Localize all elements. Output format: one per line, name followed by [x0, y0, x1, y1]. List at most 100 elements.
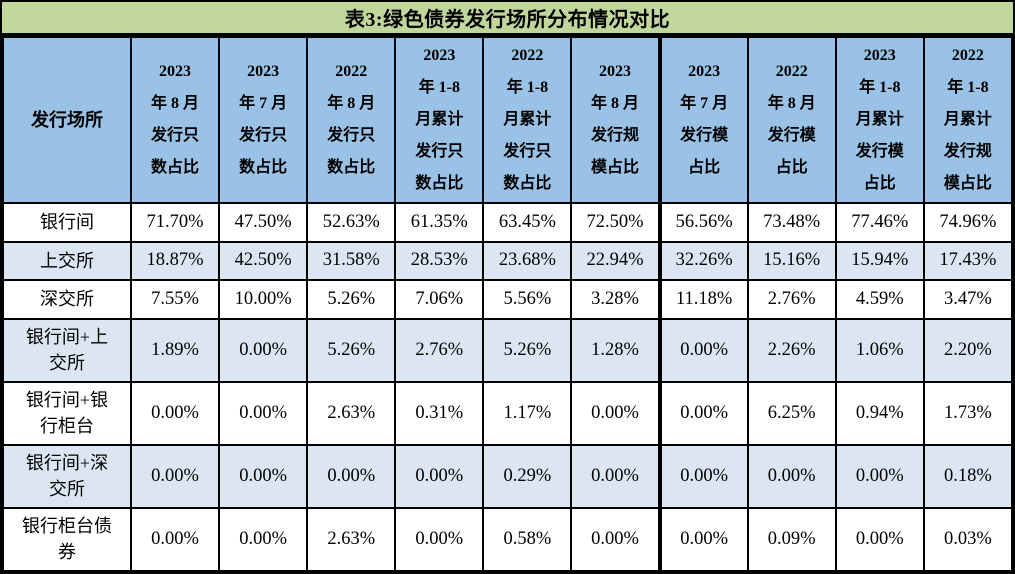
value-cell: 0.00% — [218, 443, 309, 509]
table-row: 上交所 18.87% 42.50% 31.58% 28.53% 23.68% 22.94% 3… — [2, 240, 1014, 282]
value-cell: 0.00% — [306, 443, 397, 509]
value-cell: 3.47% — [922, 279, 1014, 320]
value-cell: 63.45% — [482, 202, 573, 243]
value-cell: 52.63% — [306, 202, 397, 243]
value-cell: 0.29% — [482, 443, 573, 509]
header-row: 发行场所 2023 年 8 月 发行只 数占比 2023 年 7 月 发行只 数占比… — [2, 36, 1014, 204]
value-cell: 0.00% — [218, 317, 309, 383]
value-cell: 47.50% — [218, 202, 309, 243]
bond-venue-comparison-table: 发行场所 2023 年 8 月 发行只 数占比 2023 年 7 月 发行只 数占比… — [2, 36, 1014, 573]
column-header: 2022 年 8 月 发行模 占比 — [746, 36, 837, 204]
column-header: 2023 年 7 月 发行只 数占比 — [218, 36, 309, 204]
value-cell: 56.56% — [658, 202, 749, 243]
column-header: 2023 年 8 月 发行规 模占比 — [570, 36, 662, 204]
value-cell: 0.00% — [394, 506, 485, 573]
value-cell: 0.31% — [394, 380, 485, 446]
column-header-venue: 发行场所 — [2, 36, 132, 204]
value-cell: 0.09% — [746, 506, 837, 573]
value-cell: 1.17% — [482, 380, 573, 446]
table-row: 深交所 7.55% 10.00% 5.26% 7.06% 5.56% 3.28% 11.18%… — [2, 279, 1014, 320]
value-cell: 0.00% — [218, 506, 309, 573]
column-header: 2022 年 8 月 发行只 数占比 — [306, 36, 397, 204]
table-header: 发行场所 2023 年 8 月 发行只 数占比 2023 年 7 月 发行只 数占比… — [2, 36, 1014, 204]
value-cell: 0.00% — [658, 317, 749, 383]
value-cell: 2.63% — [306, 506, 397, 573]
column-header: 2023 年 8 月 发行只 数占比 — [129, 36, 221, 204]
value-cell: 15.16% — [746, 240, 837, 282]
column-header: 2022 年 1-8 月累计 发行只 数占比 — [482, 36, 573, 204]
value-cell: 32.26% — [658, 240, 749, 282]
value-cell: 0.58% — [482, 506, 573, 573]
value-cell: 31.58% — [306, 240, 397, 282]
value-cell: 1.73% — [922, 380, 1014, 446]
value-cell: 7.06% — [394, 279, 485, 320]
value-cell: 2.20% — [922, 317, 1014, 383]
row-label: 银行间+银 行柜台 — [2, 380, 132, 446]
value-cell: 2.76% — [394, 317, 485, 383]
value-cell: 0.94% — [834, 380, 925, 446]
value-cell: 5.26% — [306, 317, 397, 383]
value-cell: 4.59% — [834, 279, 925, 320]
value-cell: 77.46% — [834, 202, 925, 243]
column-header: 2023 年 1-8 月累计 发行只 数占比 — [394, 36, 485, 204]
value-cell: 61.35% — [394, 202, 485, 243]
value-cell: 1.28% — [570, 317, 662, 383]
value-cell: 0.00% — [658, 506, 749, 573]
value-cell: 0.03% — [922, 506, 1014, 573]
value-cell: 15.94% — [834, 240, 925, 282]
value-cell: 0.00% — [129, 443, 221, 509]
value-cell: 0.00% — [394, 443, 485, 509]
value-cell: 0.00% — [218, 380, 309, 446]
row-label: 银行柜台债 券 — [2, 506, 132, 573]
value-cell: 0.00% — [746, 443, 837, 509]
value-cell: 0.00% — [834, 443, 925, 509]
value-cell: 28.53% — [394, 240, 485, 282]
table-title: 表3:绿色债券发行场所分布情况对比 — [2, 2, 1013, 36]
value-cell: 17.43% — [922, 240, 1014, 282]
column-header: 2023 年 7 月 发行模 占比 — [658, 36, 749, 204]
table-row: 银行柜台债 券 0.00% 0.00% 2.63% 0.00% 0.58% 0.00% 0.0… — [2, 506, 1014, 573]
value-cell: 1.06% — [834, 317, 925, 383]
row-label: 上交所 — [2, 240, 132, 282]
value-cell: 5.26% — [482, 317, 573, 383]
value-cell: 18.87% — [129, 240, 221, 282]
value-cell: 10.00% — [218, 279, 309, 320]
value-cell: 2.63% — [306, 380, 397, 446]
value-cell: 0.00% — [658, 443, 749, 509]
value-cell: 23.68% — [482, 240, 573, 282]
value-cell: 0.00% — [570, 506, 662, 573]
column-header: 2023 年 1-8 月累计 发行模 占比 — [834, 36, 925, 204]
value-cell: 6.25% — [746, 380, 837, 446]
row-label: 银行间 — [2, 202, 132, 243]
row-label: 深交所 — [2, 279, 132, 320]
value-cell: 0.00% — [570, 443, 662, 509]
value-cell: 3.28% — [570, 279, 662, 320]
value-cell: 0.18% — [922, 443, 1014, 509]
column-header: 2022 年 1-8 月累计 发行规 模占比 — [922, 36, 1014, 204]
value-cell: 72.50% — [570, 202, 662, 243]
value-cell: 0.00% — [658, 380, 749, 446]
value-cell: 2.76% — [746, 279, 837, 320]
value-cell: 74.96% — [922, 202, 1014, 243]
value-cell: 2.26% — [746, 317, 837, 383]
value-cell: 73.48% — [746, 202, 837, 243]
table-row: 银行间+上 交所 1.89% 0.00% 5.26% 2.76% 5.26% 1.28% 0.… — [2, 317, 1014, 383]
value-cell: 0.00% — [129, 380, 221, 446]
value-cell: 0.00% — [570, 380, 662, 446]
table-row: 银行间+银 行柜台 0.00% 0.00% 2.63% 0.31% 1.17% 0.00% 0… — [2, 380, 1014, 446]
value-cell: 71.70% — [129, 202, 221, 243]
value-cell: 0.00% — [129, 506, 221, 573]
row-label: 银行间+深 交所 — [2, 443, 132, 509]
value-cell: 42.50% — [218, 240, 309, 282]
row-label: 银行间+上 交所 — [2, 317, 132, 383]
value-cell: 1.89% — [129, 317, 221, 383]
value-cell: 11.18% — [658, 279, 749, 320]
table-row: 银行间+深 交所 0.00% 0.00% 0.00% 0.00% 0.29% 0.00% 0.… — [2, 443, 1014, 509]
table-body: 银行间 71.70% 47.50% 52.63% 61.35% 63.45% 72.50% 5… — [2, 202, 1014, 573]
table-row: 银行间 71.70% 47.50% 52.63% 61.35% 63.45% 72.50% 5… — [2, 202, 1014, 243]
value-cell: 5.56% — [482, 279, 573, 320]
value-cell: 5.26% — [306, 279, 397, 320]
value-cell: 22.94% — [570, 240, 662, 282]
value-cell: 7.55% — [129, 279, 221, 320]
